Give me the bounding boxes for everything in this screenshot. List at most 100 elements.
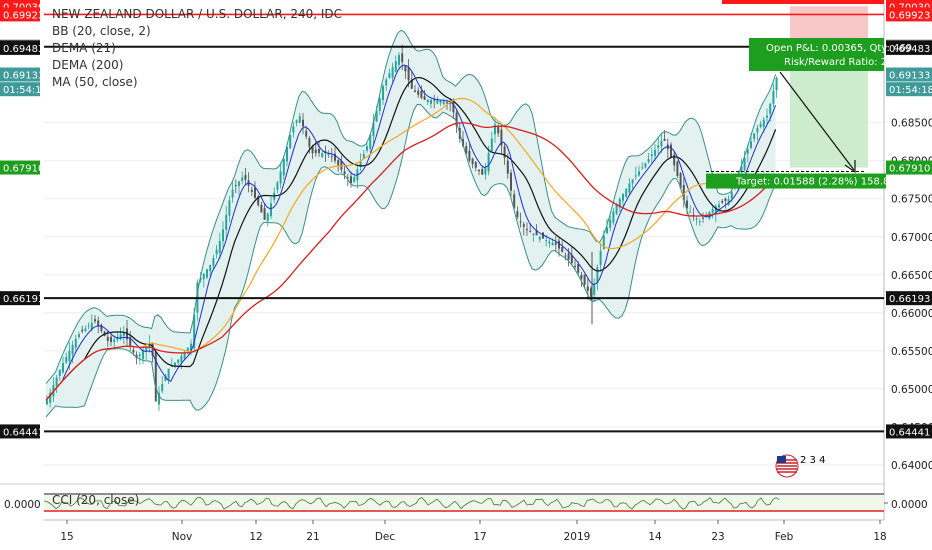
candle-body-8[interactable] xyxy=(71,344,74,355)
candle-body-140[interactable] xyxy=(494,124,496,135)
candle-body-31[interactable] xyxy=(145,347,148,352)
price-tag-left-5[interactable] xyxy=(0,82,40,97)
candle-body-82[interactable] xyxy=(308,138,311,147)
candle-body-165[interactable] xyxy=(574,266,576,268)
candle-body-131[interactable] xyxy=(465,146,468,154)
candle-body-123[interactable] xyxy=(439,100,442,104)
candle-body-44[interactable] xyxy=(186,347,189,351)
candle-body-114[interactable] xyxy=(410,79,413,89)
candle-body-93[interactable] xyxy=(343,171,346,175)
candle-body-210[interactable] xyxy=(718,204,720,208)
time-axis[interactable]: 15 Nov 12 21 Dec 17 2019 14 23 Feb 18 xyxy=(60,520,887,543)
candle-body-162[interactable] xyxy=(564,255,567,257)
candle-body-53[interactable] xyxy=(215,249,218,255)
price-tag-left-1[interactable] xyxy=(0,7,40,22)
candle-body-174[interactable] xyxy=(602,235,605,250)
candle-body-21[interactable] xyxy=(113,339,116,343)
candle-body-132[interactable] xyxy=(468,150,471,161)
candle-body-139[interactable] xyxy=(490,138,493,152)
candle-body-158[interactable] xyxy=(551,243,554,246)
candle-body-187[interactable] xyxy=(644,163,647,168)
price-tag-right-5[interactable] xyxy=(886,82,932,97)
candle-body-157[interactable] xyxy=(548,241,551,244)
candle-body-13[interactable] xyxy=(87,325,90,327)
price-tag-right-4[interactable] xyxy=(886,67,932,82)
candle-body-65[interactable] xyxy=(254,187,256,198)
candle-body-98[interactable] xyxy=(359,161,362,167)
candle-body-127[interactable] xyxy=(452,101,455,113)
candle-body-161[interactable] xyxy=(561,246,564,253)
candle-body-6[interactable] xyxy=(65,356,68,363)
candle-body-136[interactable] xyxy=(481,169,484,175)
candle-body-153[interactable] xyxy=(535,230,538,236)
candle-body-156[interactable] xyxy=(545,240,548,242)
price-tag-right-6[interactable] xyxy=(886,160,932,175)
candle-body-226[interactable] xyxy=(769,103,772,114)
candle-body-142[interactable] xyxy=(500,129,503,146)
price-tag-left-6[interactable] xyxy=(0,160,40,175)
candle-body-96[interactable] xyxy=(353,176,356,182)
candle-body-160[interactable] xyxy=(558,240,560,249)
candle-body-105[interactable] xyxy=(382,86,384,101)
candle-body-152[interactable] xyxy=(532,233,535,236)
candle-body-30[interactable] xyxy=(142,350,144,360)
candle-body-61[interactable] xyxy=(241,177,244,181)
candle-body-183[interactable] xyxy=(631,179,634,184)
candle-body-81[interactable] xyxy=(305,130,308,137)
candle-body-149[interactable] xyxy=(522,224,525,227)
candle-body-182[interactable] xyxy=(628,183,631,193)
candle-body-68[interactable] xyxy=(263,208,266,220)
candle-body-60[interactable] xyxy=(238,181,240,187)
candle-body-197[interactable] xyxy=(676,161,679,176)
candle-body-201[interactable] xyxy=(689,211,692,213)
candle-body-221[interactable] xyxy=(753,133,756,140)
candle-body-181[interactable] xyxy=(625,188,628,197)
price-tag-left-4[interactable] xyxy=(0,67,40,82)
candle-body-109[interactable] xyxy=(394,61,397,72)
candle-body-84[interactable] xyxy=(314,149,317,154)
candle-body-146[interactable] xyxy=(513,194,516,208)
candle-body-58[interactable] xyxy=(231,189,234,198)
price-tag-left-7[interactable] xyxy=(0,291,40,306)
candle-body-137[interactable] xyxy=(484,167,487,175)
candle-body-40[interactable] xyxy=(174,362,176,366)
candle-body-177[interactable] xyxy=(612,211,615,223)
candle-body-138[interactable] xyxy=(487,152,490,172)
candle-body-212[interactable] xyxy=(724,198,727,201)
candle-body-151[interactable] xyxy=(529,230,532,232)
candle-body-75[interactable] xyxy=(286,147,288,162)
candle-body-200[interactable] xyxy=(686,200,688,209)
indicator-legend-4[interactable]: MA (50, close) xyxy=(52,75,138,89)
indicator-legend-3[interactable]: DEMA (200) xyxy=(52,58,123,72)
candle-body-23[interactable] xyxy=(119,334,122,340)
candle-body-70[interactable] xyxy=(270,203,272,217)
candle-body-86[interactable] xyxy=(321,153,324,157)
candle-body-176[interactable] xyxy=(609,219,612,228)
candle-body-103[interactable] xyxy=(375,110,378,122)
candle-body-20[interactable] xyxy=(110,336,112,342)
candle-body-90[interactable] xyxy=(334,153,336,161)
candle-body-193[interactable] xyxy=(663,138,666,141)
candle-body-179[interactable] xyxy=(618,199,621,208)
candle-body-33[interactable] xyxy=(151,343,154,356)
candle-body-166[interactable] xyxy=(577,264,580,273)
candle-body-222[interactable] xyxy=(756,127,759,133)
indicator-legend-2[interactable]: DEMA (21) xyxy=(52,41,116,55)
price-tag-right-8[interactable] xyxy=(886,424,932,439)
horizontal-levels[interactable] xyxy=(44,13,884,433)
candle-body-220[interactable] xyxy=(750,141,752,148)
candle-body-29[interactable] xyxy=(138,354,141,357)
candle-body-185[interactable] xyxy=(638,171,640,176)
candle-body-213[interactable] xyxy=(727,199,730,205)
candle-body-102[interactable] xyxy=(372,122,375,137)
candle-body-163[interactable] xyxy=(567,253,570,260)
candle-body-4[interactable] xyxy=(58,369,61,377)
candle-body-211[interactable] xyxy=(721,200,724,203)
candle-body-32[interactable] xyxy=(148,343,151,348)
candle-body-204[interactable] xyxy=(698,221,701,223)
candle-body-203[interactable] xyxy=(695,218,698,220)
candle-body-7[interactable] xyxy=(68,350,71,362)
candle-body-167[interactable] xyxy=(580,274,583,279)
candle-body-112[interactable] xyxy=(404,65,407,72)
candle-body-16[interactable] xyxy=(97,320,100,327)
